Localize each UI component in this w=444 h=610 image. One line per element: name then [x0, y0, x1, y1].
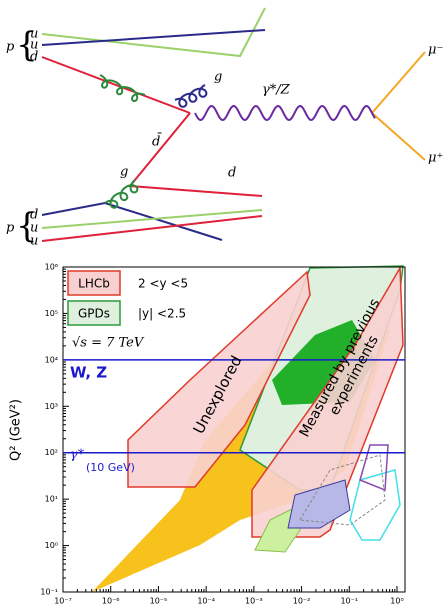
reference-label: W, Z — [70, 364, 107, 382]
y-tick-label: 10⁵ — [45, 309, 58, 318]
axes: 10⁻⁷ 10⁻⁶ 10⁻⁵ 10⁻⁴ 10⁻³ 10⁻² 10⁻¹ 10⁰ 10⁻¹ 10⁰ 10… — [40, 263, 405, 606]
proton-label: p — [6, 40, 15, 55]
x-tick-label: 10⁻⁷ — [54, 597, 72, 606]
gluon-label: g — [214, 70, 222, 85]
experiment-region — [299, 454, 386, 526]
y-tick-label: 10⁴ — [45, 355, 58, 364]
y-tick-label: 10³ — [45, 402, 58, 411]
boson-line — [194, 104, 376, 122]
quark-line — [41, 215, 263, 242]
antiquark-label: d̄ — [152, 133, 162, 150]
y-tick-label: 10⁶ — [45, 263, 58, 272]
energy-label: √s = 7 TeV — [72, 336, 145, 351]
y-tick-label: 10² — [45, 448, 58, 457]
x-tick-label: 10⁻⁵ — [150, 597, 168, 606]
feynman-diagram — [41, 7, 426, 242]
muon-label: μ⁺ — [428, 151, 443, 166]
x-tick-label: 10⁻⁴ — [197, 597, 215, 606]
quark-label: d — [30, 208, 38, 223]
quark-label: u — [30, 221, 38, 236]
quark-line — [128, 112, 263, 197]
reference-sublabel: (10 GeV) — [86, 461, 135, 474]
lhcb-band — [127, 270, 311, 488]
quark-label: u — [30, 38, 38, 53]
boson-label: γ*/Z — [262, 83, 291, 98]
quark-label: u — [30, 234, 38, 249]
legend-swatch — [67, 300, 121, 326]
x-tick-label: 10⁻³ — [245, 597, 263, 606]
brace: { — [16, 206, 38, 246]
gluon-line — [104, 179, 139, 209]
y-tick-label: 10⁰ — [45, 541, 58, 550]
legend-range: 2 <y <5 — [138, 277, 188, 291]
y-tick-label: 10⁻¹ — [40, 588, 58, 597]
gluon-label: g — [120, 165, 128, 180]
lhcb-band — [251, 265, 404, 538]
brace: { — [16, 25, 38, 65]
quark-line — [41, 209, 263, 229]
x-tick-label: 10⁰ — [390, 597, 403, 606]
gluon-line — [174, 84, 208, 108]
proton-label: p — [6, 221, 15, 236]
experiment-region — [359, 444, 389, 492]
muon-line — [371, 51, 426, 161]
regions — [92, 265, 404, 592]
x-tick-label: 10⁻² — [293, 597, 311, 606]
experiment-region — [287, 479, 351, 529]
quark-label: d — [30, 50, 38, 65]
legend-label: LHCb — [78, 277, 110, 291]
quark-line — [41, 56, 191, 114]
experiment-region — [349, 469, 401, 541]
x-tick-label: 10⁻⁶ — [102, 597, 120, 606]
gluon-line — [99, 74, 146, 102]
quark-label: d — [228, 166, 236, 181]
legend-range: |y| <2.5 — [138, 307, 186, 321]
y-axis-label: Q² (GeV²) — [9, 399, 24, 461]
x-tick-label: 10⁻¹ — [340, 597, 358, 606]
quark-line — [41, 29, 266, 46]
reference-label: γ* — [70, 448, 85, 463]
legend-label: GPDs — [78, 307, 110, 321]
quark-label: u — [30, 27, 38, 42]
muon-label: μ⁻ — [428, 43, 443, 58]
plot-frame — [62, 266, 406, 593]
legend-swatch — [67, 270, 121, 296]
y-tick-label: 10¹ — [45, 495, 58, 504]
